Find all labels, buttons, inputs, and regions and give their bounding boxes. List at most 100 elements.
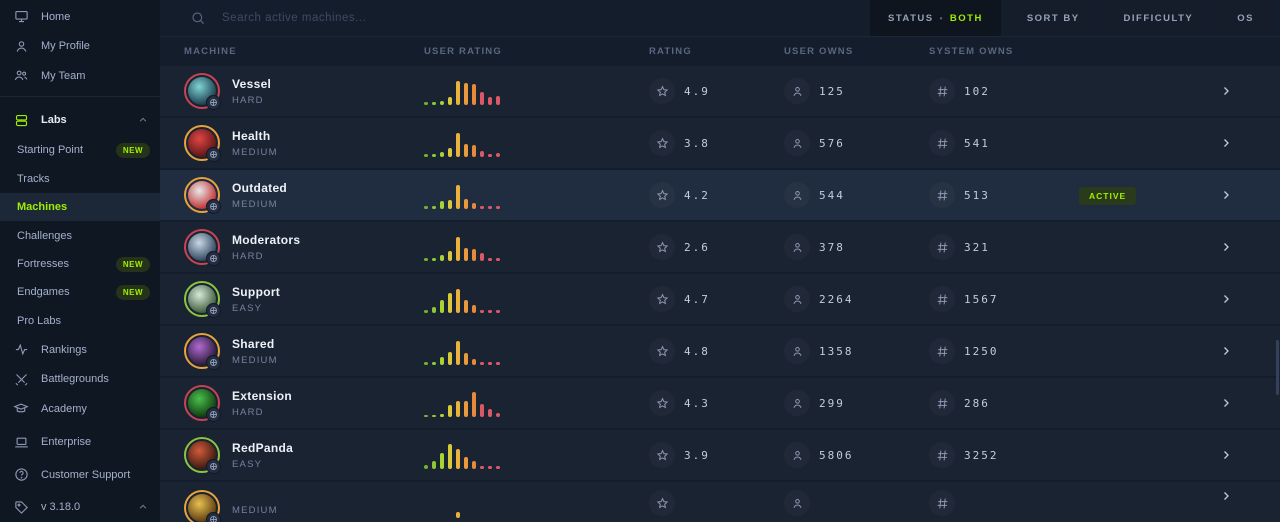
column-header-rating[interactable]: RATING: [649, 46, 692, 57]
table-row[interactable]: RedPanda EASY 3.9 5806: [160, 430, 1280, 480]
difficulty-filter-button[interactable]: DIFFICULTY: [1105, 0, 1212, 36]
table-row[interactable]: Health MEDIUM 3.8 576: [160, 118, 1280, 168]
pulse-icon: [13, 342, 29, 358]
hash-icon: [929, 390, 955, 416]
sidebar-item-version[interactable]: v 3.18.0: [0, 493, 160, 522]
machine-avatar: [184, 490, 221, 522]
machine-name: Shared: [232, 336, 275, 351]
sidebar-item-my-team[interactable]: My Team: [0, 61, 160, 90]
os-badge-icon: [206, 459, 221, 474]
histogram-bar: [440, 357, 444, 365]
table-row[interactable]: Vessel HARD 4.9 125: [160, 66, 1280, 116]
user-owns-value: 299: [819, 396, 845, 410]
filter-label: SORT BY: [1026, 12, 1080, 24]
chevron-right-icon[interactable]: [1220, 137, 1232, 149]
chevron-right-icon[interactable]: [1220, 293, 1232, 305]
chevron-up-icon[interactable]: [138, 115, 148, 125]
column-header-machine[interactable]: MACHINE: [184, 46, 237, 57]
new-badge: NEW: [115, 256, 150, 272]
machine-name: Vessel: [232, 76, 272, 91]
chevron-right-icon[interactable]: [1220, 345, 1232, 357]
sidebar-item-endgames[interactable]: Endgames NEW: [0, 278, 160, 306]
machine-avatar: [184, 437, 221, 474]
chevron-right-icon[interactable]: [1220, 189, 1232, 201]
sidebar-item-home[interactable]: Home: [0, 2, 160, 31]
histogram-bar: [488, 362, 492, 365]
sidebar-item-challenges[interactable]: Challenges: [0, 221, 160, 249]
sort-by-button[interactable]: SORT BY: [1008, 0, 1098, 36]
machine-name: Health: [232, 128, 271, 143]
sidebar-item-label: v 3.18.0: [41, 501, 81, 514]
machine-avatar: [184, 385, 221, 422]
column-header-user-rating[interactable]: USER RATING: [424, 46, 502, 57]
user-icon: [13, 38, 29, 54]
sidebar-item-academy[interactable]: Academy: [0, 394, 160, 423]
sidebar-item-machines[interactable]: Machines: [0, 192, 160, 222]
chevron-right-icon[interactable]: [1220, 397, 1232, 409]
sidebar-item-rankings[interactable]: Rankings: [0, 335, 160, 364]
table-row[interactable]: Shared MEDIUM 4.8 1358: [160, 326, 1280, 376]
chevron-right-icon[interactable]: [1220, 449, 1232, 461]
sidebar-item-battlegrounds[interactable]: Battlegrounds: [0, 365, 160, 394]
user-owns-value: 544: [819, 188, 845, 202]
user-owns-value: 378: [819, 240, 845, 254]
table-row[interactable]: MEDIUM: [160, 482, 1280, 522]
histogram-bar: [472, 305, 476, 313]
sidebar-item-fortresses[interactable]: Fortresses NEW: [0, 250, 160, 278]
star-icon: [649, 130, 675, 156]
sidebar-item-label: My Team: [41, 69, 86, 82]
histogram-bar: [464, 199, 468, 209]
histogram-bar: [472, 392, 476, 417]
chevron-right-icon[interactable]: [1220, 241, 1232, 253]
sidebar-item-label: My Profile: [41, 40, 90, 53]
machine-name: Moderators: [232, 232, 301, 247]
column-header-user-owns[interactable]: USER OWNS: [784, 46, 854, 57]
chevron-up-icon[interactable]: [138, 502, 148, 512]
user-icon: [784, 182, 810, 208]
sidebar-item-label: Machines: [17, 201, 68, 214]
user-icon: [784, 78, 810, 104]
chevron-right-icon[interactable]: [1220, 490, 1232, 502]
sidebar-item-tracks[interactable]: Tracks: [0, 164, 160, 192]
table-row[interactable]: Moderators HARD 2.6 378: [160, 222, 1280, 272]
histogram-bar: [440, 101, 444, 105]
sidebar-item-customer-support[interactable]: Customer Support: [0, 460, 160, 489]
chevron-right-icon[interactable]: [1220, 85, 1232, 97]
search-bar[interactable]: [190, 10, 870, 26]
filter-label: STATUS: [887, 12, 934, 24]
machine-difficulty: MEDIUM: [232, 146, 278, 158]
histogram-bar: [496, 310, 500, 313]
machine-avatar: [184, 177, 221, 214]
histogram-bar: [432, 102, 436, 105]
system-owns-value: 1567: [964, 292, 999, 306]
system-owns-value: 541: [964, 136, 990, 150]
sidebar-item-my-profile[interactable]: My Profile: [0, 31, 160, 60]
histogram-bar: [488, 310, 492, 313]
table-row[interactable]: Outdated MEDIUM 4.2 544: [160, 170, 1280, 220]
sidebar-item-labs[interactable]: Labs: [0, 104, 160, 135]
scrollbar-thumb[interactable]: [1276, 340, 1279, 395]
table-row[interactable]: Extension HARD 4.3 299: [160, 378, 1280, 428]
histogram-bar: [480, 362, 484, 365]
sidebar-item-pro-labs[interactable]: Pro Labs: [0, 307, 160, 335]
sidebar-item-enterprise[interactable]: Enterprise: [0, 428, 160, 457]
os-filter-button[interactable]: OS: [1219, 0, 1272, 36]
sidebar-item-starting-point[interactable]: Starting Point NEW: [0, 136, 160, 164]
histogram-bar: [440, 414, 444, 417]
user-owns-value: 2264: [819, 292, 854, 306]
search-input[interactable]: [222, 12, 542, 24]
histogram-bar: [424, 258, 428, 261]
histogram-bar: [424, 154, 428, 157]
histogram-bar: [456, 185, 460, 209]
sidebar-item-label: Academy: [41, 402, 87, 415]
histogram-bar: [432, 362, 436, 365]
sidebar-item-label: Customer Support: [41, 468, 131, 481]
status-filter-button[interactable]: STATUS • BOTH: [869, 0, 1001, 36]
star-icon: [649, 234, 675, 260]
sidebar-item-label: Pro Labs: [17, 314, 62, 327]
hash-icon: [929, 442, 955, 468]
column-header-system-owns[interactable]: SYSTEM OWNS: [929, 46, 1014, 57]
main-content: STATUS • BOTH SORT BY DIFFICULTY OS MACH…: [160, 0, 1280, 522]
table-row[interactable]: Support EASY 4.7 2264: [160, 274, 1280, 324]
histogram-bar: [456, 401, 460, 417]
